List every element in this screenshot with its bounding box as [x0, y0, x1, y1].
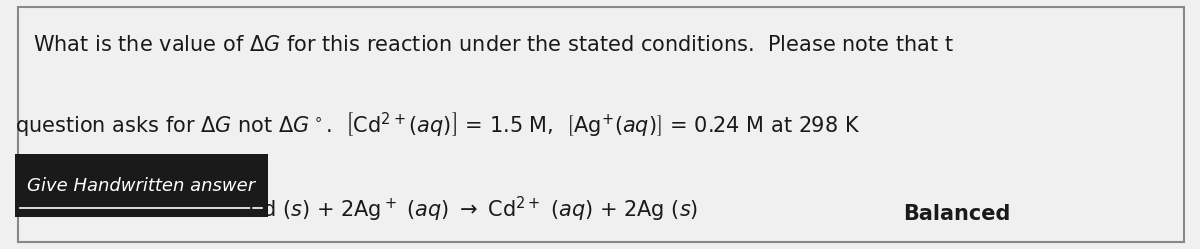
- Text: Balanced: Balanced: [904, 204, 1010, 224]
- FancyBboxPatch shape: [14, 154, 269, 217]
- FancyBboxPatch shape: [18, 7, 1184, 242]
- Text: What is the value of $\Delta G$ for this reaction under the stated conditions.  : What is the value of $\Delta G$ for this…: [34, 35, 954, 55]
- Text: Give Handwritten answer: Give Handwritten answer: [28, 177, 256, 194]
- Text: question asks for $\Delta G$ not $\Delta G^\circ$.  $\left[\mathrm{Cd}^{2+}(aq)\: question asks for $\Delta G$ not $\Delta…: [14, 110, 859, 139]
- Text: Cd $(s)$ + 2Ag$^+$ $(aq)$ $\rightarrow$ Cd$^{2+}$ $(aq)$ + 2Ag $(s)$: Cd $(s)$ + 2Ag$^+$ $(aq)$ $\rightarrow$ …: [248, 195, 714, 224]
